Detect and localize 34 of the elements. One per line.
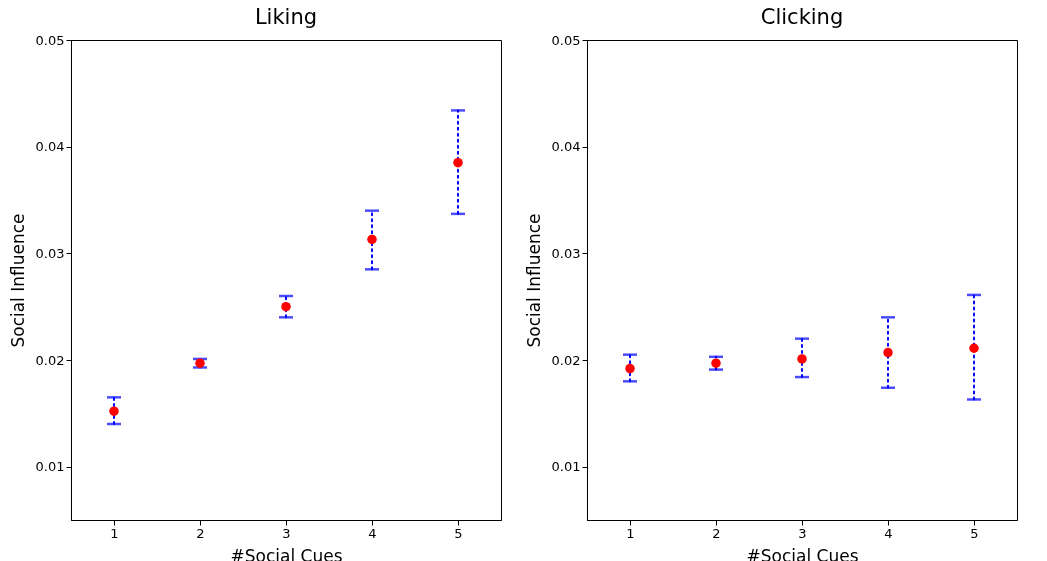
x-axis-title: #Social Cues [230,545,343,561]
point [969,343,979,353]
y-axis-title: Social Influence [7,213,28,348]
chart-title: Liking [254,5,318,29]
point [109,406,119,416]
y-tick-label: 0.05 [35,32,65,48]
y-tick-label: 0.04 [35,139,65,155]
x-tick-label: 5 [970,525,979,541]
y-tick-label: 0.04 [551,139,581,155]
point [367,234,377,245]
x-axis-title: #Social Cues [746,545,859,561]
point [281,301,291,312]
x-tick-label: 2 [712,525,721,541]
x-tick-label: 3 [282,525,291,541]
x-tick-label: 2 [196,525,205,541]
y-tick-label: 0.01 [551,459,581,475]
y-tick-label: 0.03 [551,245,581,261]
x-tick-label: 4 [884,525,893,541]
y-tick-label: 0.02 [35,352,65,368]
x-tick-label: 1 [110,525,119,541]
point [625,363,635,374]
y-tick-label: 0.01 [35,459,65,475]
chart-title: Clicking [760,5,844,29]
point [883,347,893,358]
x-tick-label: 1 [626,525,635,541]
y-axis-title: Social Influence [523,213,544,348]
point [797,354,807,364]
x-tick-label: 3 [798,525,807,541]
y-tick-label: 0.02 [551,352,581,368]
x-tick-label: 4 [368,525,377,541]
y-tick-label: 0.05 [551,32,581,48]
point [453,157,463,168]
y-tick-label: 0.03 [35,245,65,261]
x-tick-label: 5 [454,525,463,541]
